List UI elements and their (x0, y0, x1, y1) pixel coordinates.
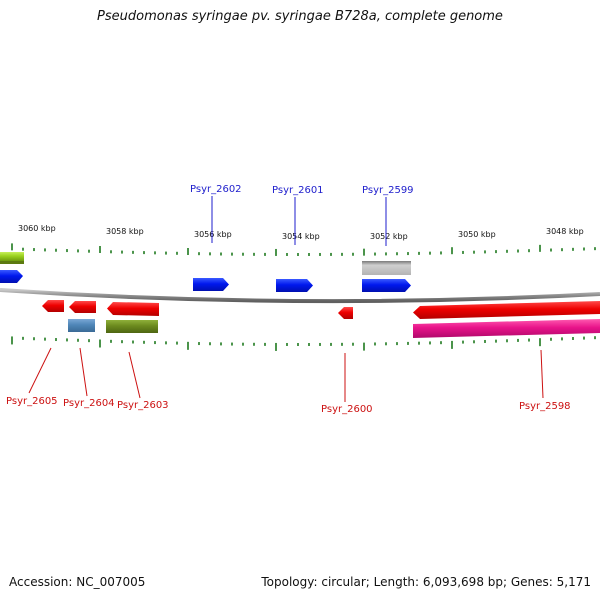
genome-title: Pseudomonas syringae pv. syringae B728a,… (97, 9, 503, 24)
kbp-label: 3056 kbp (194, 230, 232, 239)
kbp-label: 3058 kbp (106, 227, 144, 236)
gene-reverse-arrow[interactable] (107, 302, 159, 316)
gene-label-Psyr_2603[interactable]: Psyr_2603 (117, 400, 169, 411)
steelblue-feature[interactable] (68, 319, 95, 332)
accession-text: Accession: NC_007005 (9, 575, 146, 589)
kbp-tick-row-upper: 3060 kbp 3058 kbp 3056 kbp 3054 kbp 3052… (11, 224, 596, 256)
gene-label-Psyr_2602[interactable]: Psyr_2602 (190, 184, 242, 195)
callouts-lower (28, 347, 544, 402)
kbp-label: 3048 kbp (546, 227, 584, 236)
kbp-label: 3060 kbp (18, 224, 56, 233)
genome-summary-text: Topology: circular; Length: 6,093,698 bp… (261, 575, 591, 589)
rna-feature-band[interactable] (413, 319, 600, 338)
gene-label-Psyr_2604[interactable]: Psyr_2604 (63, 398, 115, 409)
gene-forward-arrow[interactable] (362, 279, 411, 292)
kbp-label: 3052 kbp (370, 232, 408, 241)
kbp-tick-row-lower (11, 336, 596, 351)
gene-forward-arrow[interactable] (276, 279, 313, 292)
grey-feature[interactable] (362, 261, 411, 275)
gene-label-Psyr_2601[interactable]: Psyr_2601 (272, 185, 324, 196)
callouts-upper (211, 196, 387, 246)
gene-forward-arrow[interactable] (193, 278, 229, 291)
olive-feature[interactable] (106, 320, 158, 333)
kbp-label: 3054 kbp (282, 232, 320, 241)
gene-reverse-arrow[interactable] (338, 307, 353, 319)
gene-reverse-arrow[interactable] (42, 300, 64, 312)
gene-forward-arrow[interactable] (0, 270, 23, 283)
gene-reverse-arrow[interactable] (413, 301, 600, 319)
gene-label-Psyr_2600[interactable]: Psyr_2600 (321, 404, 373, 415)
genome-backbone (0, 288, 600, 304)
kbp-label: 3050 kbp (458, 230, 496, 239)
lime-feature[interactable] (0, 252, 24, 264)
gene-label-Psyr_2598[interactable]: Psyr_2598 (519, 401, 571, 412)
gene-label-Psyr_2599[interactable]: Psyr_2599 (362, 185, 414, 196)
gene-reverse-arrow[interactable] (69, 301, 96, 313)
gene-label-Psyr_2605[interactable]: Psyr_2605 (6, 396, 58, 407)
